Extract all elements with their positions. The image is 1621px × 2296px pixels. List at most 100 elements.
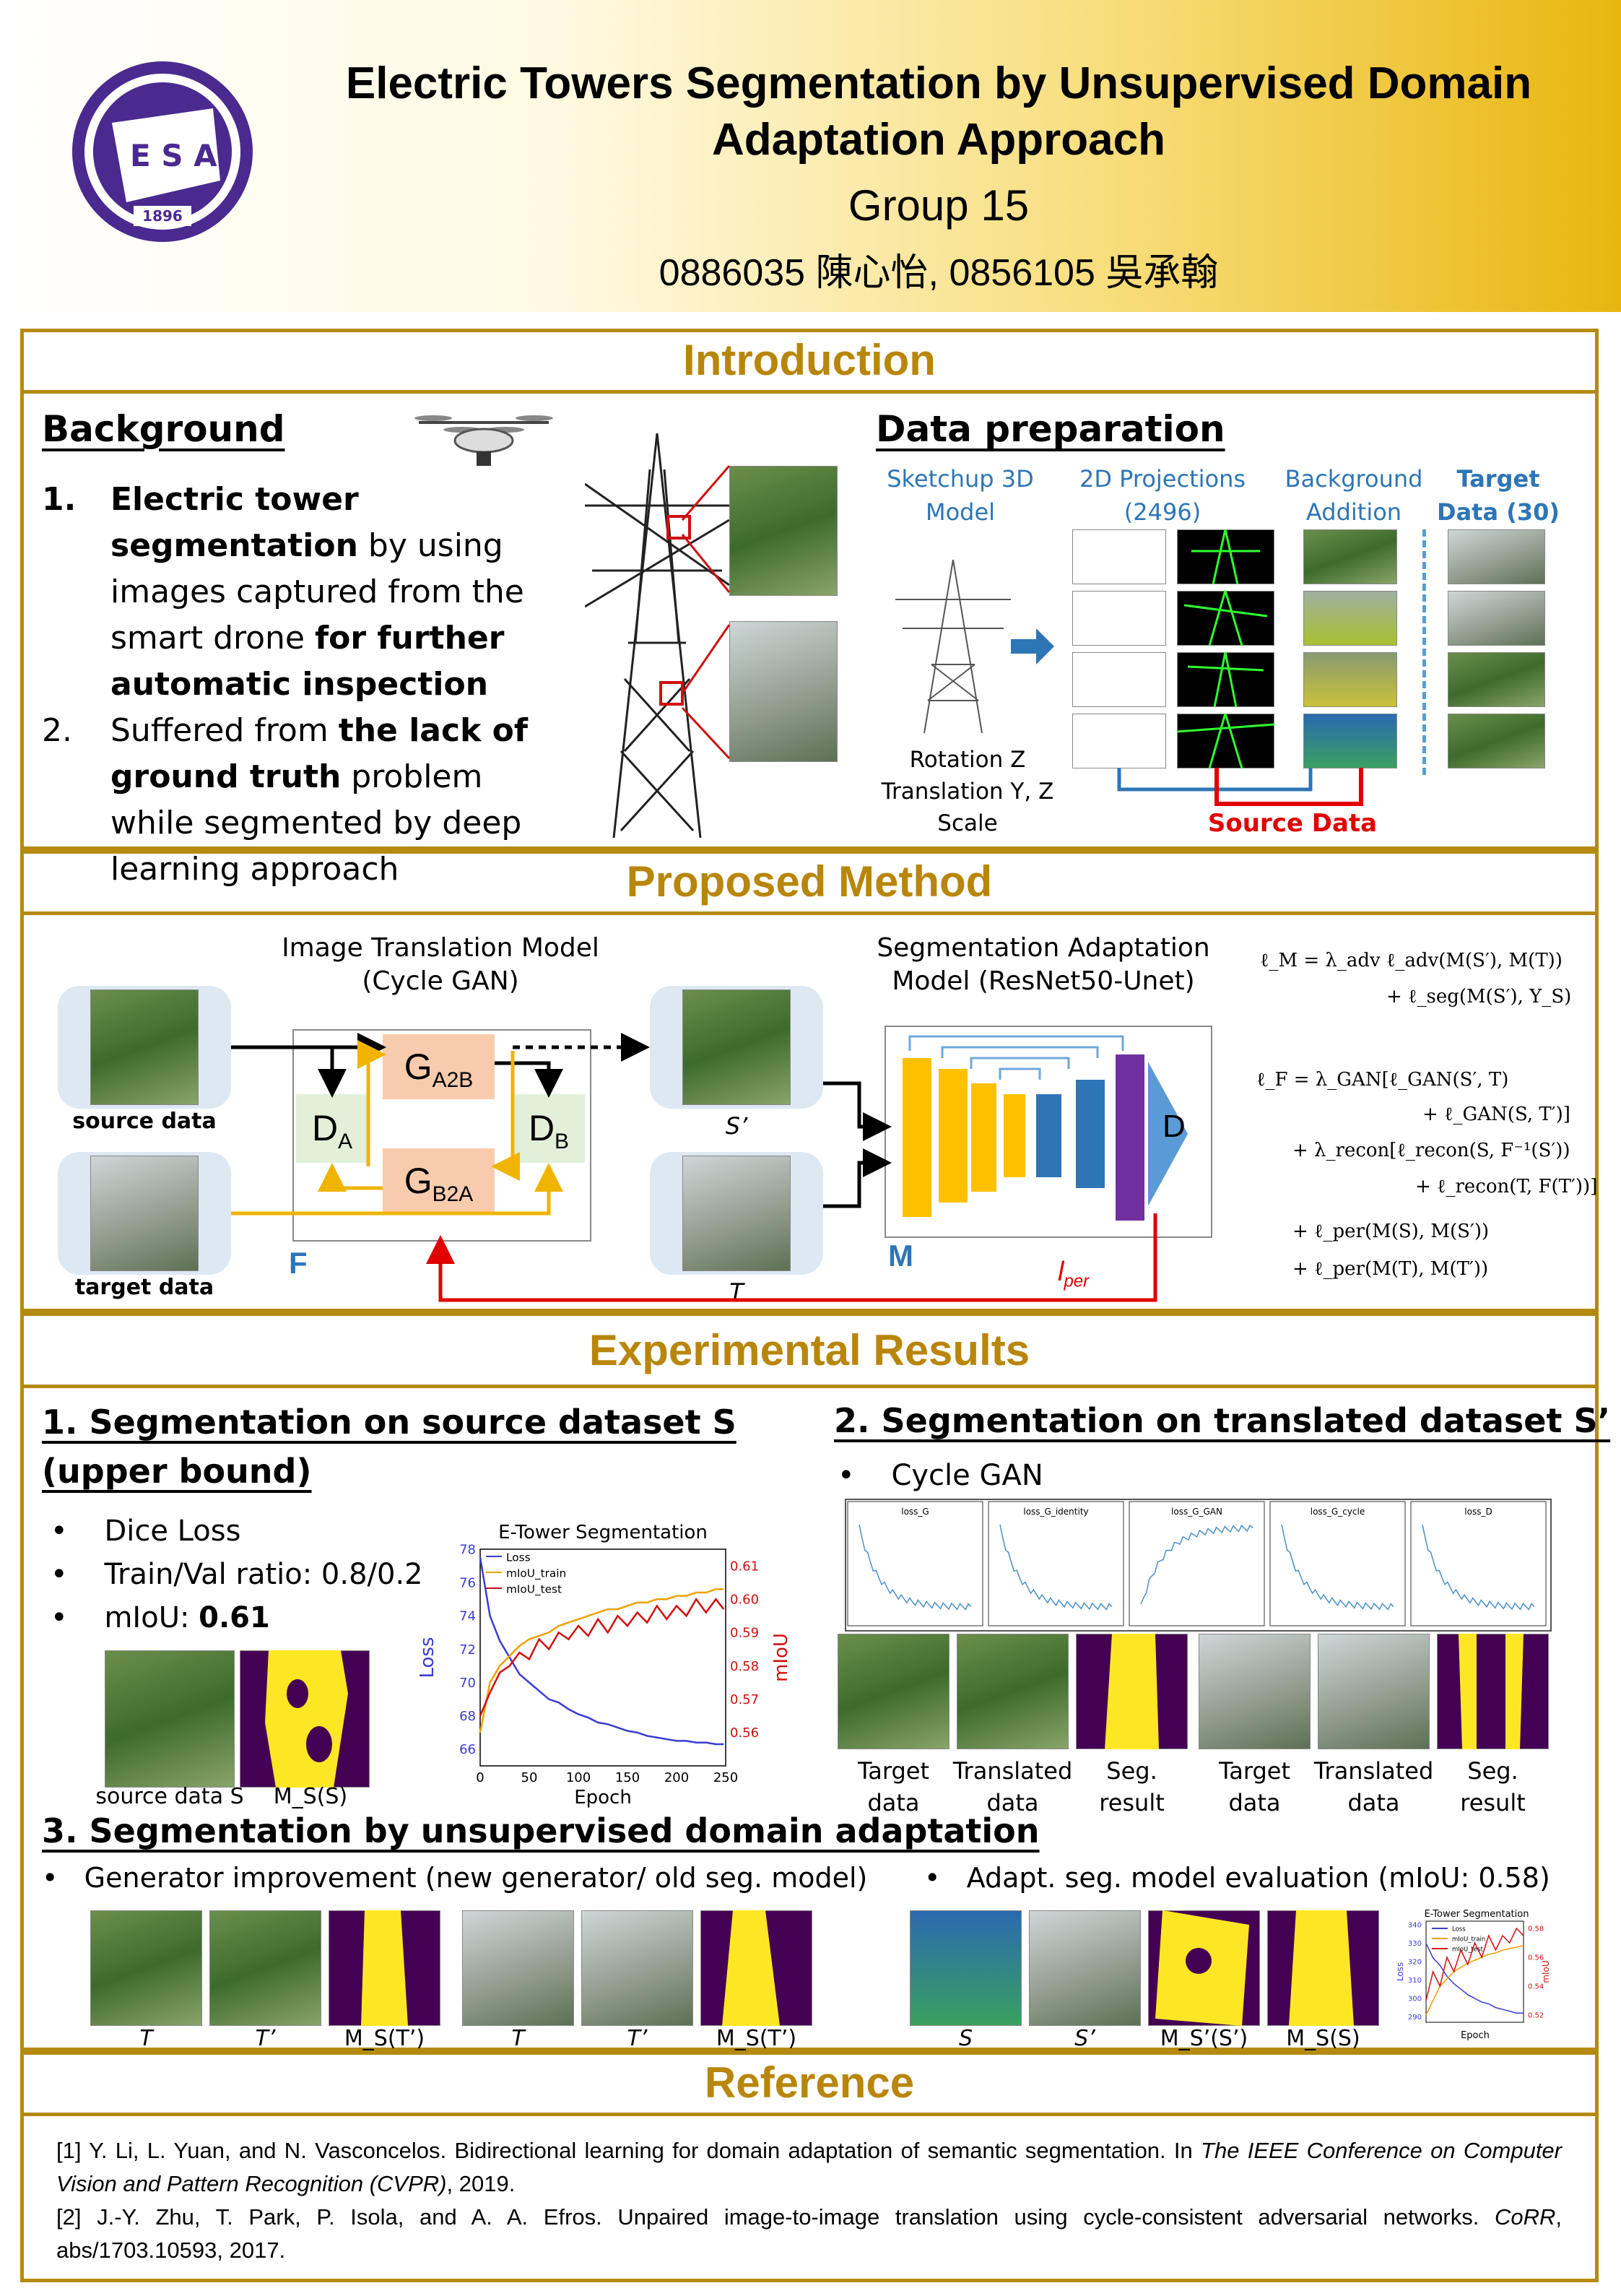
chart2-plot-area — [1425, 1920, 1524, 2023]
unet-diagram — [903, 1035, 1188, 1221]
projection-white-2 — [1072, 591, 1166, 646]
projection-white-4 — [1072, 714, 1166, 768]
result3c-caption-seg-s: M_S(S) — [1286, 2026, 1360, 2051]
chart1-title: E-Tower Segmentation — [498, 1522, 708, 1543]
discriminator-b: DB — [513, 1094, 585, 1163]
y-tick-label: 72 — [459, 1642, 476, 1658]
item1-bold-a: Electric tower segmentation — [110, 481, 359, 564]
insulator-closeup-2 — [729, 621, 838, 762]
image-translation-label: Image Translation Model (Cycle GAN) — [282, 933, 599, 996]
result3-bullet1-text: Generator improvement (new generator/ ol… — [84, 1862, 868, 1894]
reference-1: [1] Y. Li, L. Yuan, and N. Vasconcelos. … — [56, 2134, 1562, 2201]
chart1-y2label: mIoU — [770, 1633, 792, 1682]
background-added-1 — [1303, 529, 1397, 584]
result3a-caption-seg: M_S(T’) — [344, 2026, 425, 2051]
result3c-caption-s-prime: S’ — [1074, 2026, 1095, 2051]
closeup-pointer-lines — [681, 465, 731, 760]
y-tick-label: 68 — [459, 1709, 476, 1724]
l-per-sub: per — [1064, 1271, 1090, 1291]
l-per-letter: l — [1058, 1257, 1064, 1287]
authors: 0886035 陳心怡, 0856105 吳承翰 — [659, 252, 1219, 294]
result3a-caption-t: T — [139, 2026, 153, 2051]
x-tick-label: 50 — [521, 1770, 538, 1785]
formula-f-line2: + ℓ_GAN(S, T′)] — [1422, 1104, 1570, 1125]
result3-bullet2-text: Adapt. seg. model evaluation (mIoU: 0.58… — [966, 1862, 1550, 1894]
y-tick-label: 74 — [459, 1609, 476, 1624]
item2-text-a: Suffered from — [110, 712, 339, 749]
drone-illustration — [414, 415, 553, 466]
y-tick-label: 290 — [1408, 2014, 1422, 2022]
result3b-caption-t-prime: T’ — [627, 2026, 648, 2051]
result1-bullet3: • mIoU: 0.61 — [51, 1601, 270, 1634]
sketchup-tower-model — [895, 559, 1011, 734]
loss-panel-title: loss_D — [1464, 1507, 1492, 1517]
y-tick-label: 330 — [1408, 1940, 1422, 1948]
result1-bullet1: • Dice Loss — [51, 1515, 241, 1548]
loss-panel — [847, 1501, 983, 1626]
loss-curve — [1281, 1524, 1394, 1611]
x-tick-label: 100 — [566, 1770, 591, 1785]
item2-text: Suffered from the lack of ground truth p… — [110, 708, 569, 893]
cycle-gan-loss-curves: loss_G loss_G_identity loss_G_GAN loss_G_cy… — [847, 1501, 1547, 1626]
result2-seg-2-mask — [1459, 1634, 1524, 1749]
generator-b2a: GB2A — [383, 1148, 495, 1213]
series-line-Loss — [479, 1557, 724, 1746]
loss-panel-title: loss_G_identity — [1023, 1507, 1088, 1517]
series-line-mIoU_train — [1425, 1945, 1524, 2016]
f-label: F — [289, 1246, 308, 1280]
x-tick-label: 0 — [476, 1770, 484, 1785]
legend-label: mIoU_train — [506, 1567, 566, 1580]
g-b2a-sub: B2A — [432, 1182, 474, 1206]
transform-line1: Rotation Z — [909, 747, 1026, 773]
series-line-mIoU_train — [479, 1588, 724, 1733]
chart1-ylabel: Loss — [417, 1637, 438, 1678]
result3c-caption-seg-s-prime: M_S’(S’) — [1160, 2026, 1248, 2051]
target-data-4 — [1448, 714, 1545, 768]
y2-tick-label: 0.54 — [1528, 1983, 1544, 1991]
y2-tick-label: 0.56 — [1528, 1954, 1544, 1962]
result3a-caption-t-prime: T’ — [255, 2026, 276, 2051]
result3b-caption-t: T — [511, 2026, 525, 2051]
arrow-right-icon — [1011, 628, 1054, 664]
y2-tick-label: 0.58 — [1528, 1925, 1544, 1933]
legend-label: Loss — [506, 1551, 531, 1564]
result1-seg-mask — [265, 1650, 348, 1788]
loss-curve — [1422, 1524, 1535, 1611]
logo-year: 1896 — [142, 207, 183, 225]
x-tick-label: 250 — [713, 1770, 738, 1785]
results-panel — [20, 1312, 1599, 2051]
result2-bullet-text: Cycle GAN — [891, 1459, 1043, 1492]
background-addition-label: Background Addition — [1285, 465, 1423, 526]
result1-bullet2: • Train/Val ratio: 0.8/0.2 — [51, 1558, 423, 1591]
generator-a2b: GA2B — [383, 1034, 495, 1099]
loss-panel-title: loss_G — [901, 1507, 929, 1517]
projection-white-1 — [1072, 529, 1166, 584]
result3a-seg-mask — [361, 1910, 408, 2026]
legend-label: mIoU_train — [1452, 1936, 1485, 1944]
method-title: Proposed Method — [20, 850, 1599, 915]
insulator-closeup-1 — [729, 466, 838, 596]
chart2-title: E-Tower Segmentation — [1425, 1909, 1529, 1920]
result3c-seg-s-prime-mask — [1155, 1910, 1249, 2026]
poster-title-line1: Electric Towers Segmentation by Unsuperv… — [345, 59, 1532, 108]
item2-text-b: problem while segmented by deep learning… — [110, 758, 522, 888]
loss-curve — [1140, 1524, 1253, 1605]
ref1-text: [1] Y. Li, L. Yuan, and N. Vasconcelos. … — [56, 2138, 1201, 2163]
result1-miou-value: 0.61 — [199, 1601, 270, 1634]
introduction-panel — [20, 329, 1599, 850]
result2-target-2 — [1199, 1634, 1311, 1749]
y2-tick-label: 0.60 — [730, 1593, 759, 1608]
result2-target-1 — [838, 1634, 949, 1749]
chart2-xlabel: Epoch — [1461, 2030, 1490, 2040]
projection-white-3 — [1072, 652, 1166, 707]
result3b-caption-seg: M_S(T’) — [716, 2026, 797, 2051]
result3c-seg-s-mask — [1289, 1910, 1354, 2026]
formula-f-line6: + ℓ_per(M(T), M(T′)) — [1292, 1258, 1489, 1280]
sketchup-label: Sketchup 3D Model — [887, 465, 1034, 526]
discriminator-a: DA — [296, 1094, 368, 1163]
data-preparation-heading: Data preparation — [876, 408, 1225, 450]
method-panel — [20, 850, 1599, 1312]
result2-seg-1-mask — [1105, 1634, 1159, 1749]
dashed-separator — [1422, 529, 1426, 775]
formula-m-line2: + ℓ_seg(M(S′), Y_S) — [1386, 986, 1572, 1008]
